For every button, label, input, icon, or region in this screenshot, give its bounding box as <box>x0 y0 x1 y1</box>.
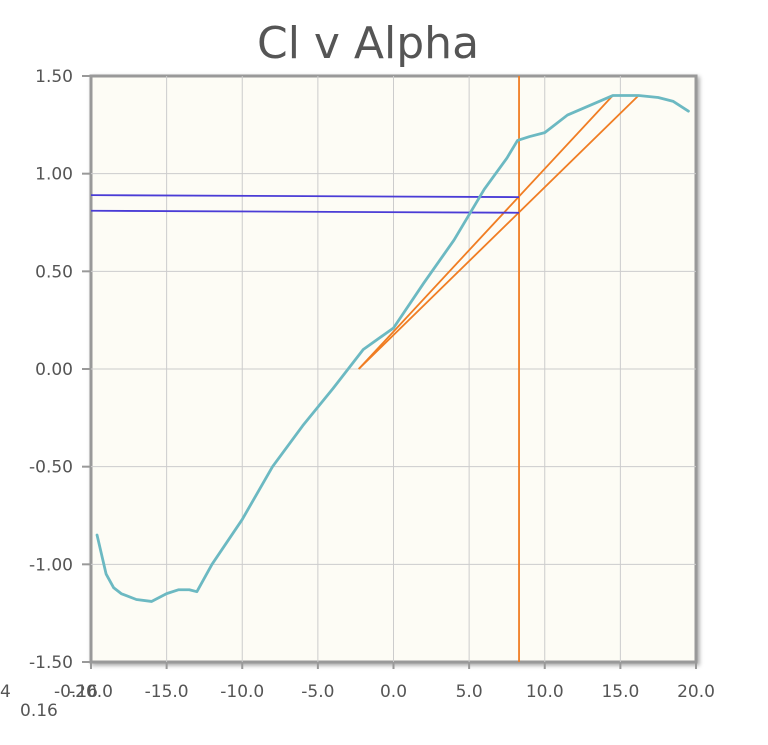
x-tick-label: -20.0 <box>69 682 113 702</box>
stray-label-digit: 4 <box>0 682 11 702</box>
series-line-0 <box>95 94 690 603</box>
reference-line-1 <box>358 94 614 370</box>
data-series <box>95 94 690 603</box>
y-tick-label: 0.50 <box>35 262 73 282</box>
y-tick-label: 1.00 <box>35 165 73 185</box>
chart-title: Cl v Alpha <box>257 18 479 69</box>
x-tick-label: 20.0 <box>677 682 715 702</box>
x-tick-label: 15.0 <box>601 682 639 702</box>
y-tick-label: -1.00 <box>29 555 73 575</box>
y-tick-label: -0.50 <box>29 458 73 478</box>
reference-line-4 <box>90 209 520 214</box>
x-tick-label: -5.0 <box>301 682 334 702</box>
x-tick-label: 10.0 <box>526 682 564 702</box>
y-axis-ticks: 1.50 1.00 0.50 0.00 -0.50 -1.00 -1.50 <box>29 67 91 673</box>
x-tick-label: -10.0 <box>220 682 264 702</box>
reference-line-3 <box>90 194 520 199</box>
reference-line-2 <box>358 94 640 370</box>
y-tick-label: -1.50 <box>29 653 73 673</box>
x-tick-label: 5.0 <box>456 682 483 702</box>
reference-lines <box>90 76 640 662</box>
y-tick-label: 0.00 <box>35 360 73 380</box>
stray-label-pos: 0.16 <box>20 701 58 721</box>
y-tick-label: 1.50 <box>35 67 73 87</box>
x-axis-ticks: -20.0 -15.0 -10.0 -5.0 0.0 5.0 10.0 15.0 20.0 <box>69 662 715 702</box>
stray-label-neg: -0.16 <box>54 682 98 702</box>
x-tick-label: -15.0 <box>145 682 189 702</box>
x-tick-label: 0.0 <box>380 682 407 702</box>
grid-lines <box>91 76 696 662</box>
